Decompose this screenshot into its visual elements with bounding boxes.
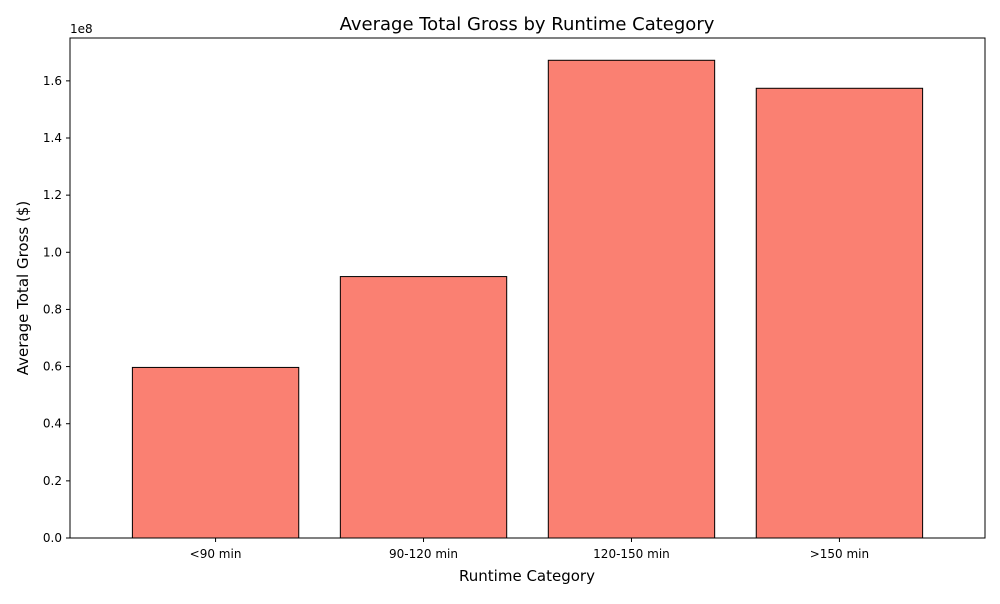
y-tick-label: 0.4 [43,417,62,431]
bar [547,59,716,539]
y-tick-label: 0.0 [43,531,62,545]
y-tick-label: 0.6 [43,360,62,374]
chart-title: Average Total Gross by Runtime Category [340,14,715,35]
x-axis-label: Runtime Category [459,567,595,585]
y-ticks-group: 0.0 0.2 0.4 0.6 0.8 1.0 1.2 1.4 1.6 [43,74,70,545]
bars-group [131,59,924,539]
plot-frame [69,37,986,539]
y-tick-label: 1.2 [43,188,62,202]
y-tick-label: 1.0 [43,245,62,259]
y-tick-label: 1.6 [43,74,62,88]
y-tick-label: 0.8 [43,302,62,316]
bar [339,276,508,539]
y-offset-label: 1e8 [70,22,93,36]
x-tick-label: 120-150 min [593,547,670,561]
x-ticks-group: <90 min 90-120 min 120-150 min >150 min [190,538,869,561]
y-axis-label: Average Total Gross ($) [14,201,32,375]
y-tick-label: 1.4 [43,131,62,145]
x-tick-label: 90-120 min [389,547,458,561]
bar [131,366,300,539]
y-tick-label: 0.2 [43,474,62,488]
bar [755,87,924,539]
x-tick-label: <90 min [190,547,242,561]
x-tick-label: >150 min [810,547,869,561]
